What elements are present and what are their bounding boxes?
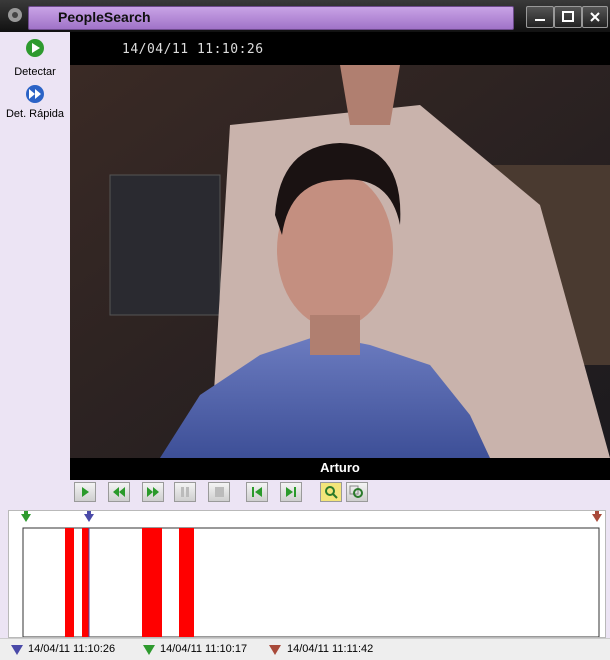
- pause-button[interactable]: [174, 482, 196, 502]
- fast-detect-button[interactable]: Det. Rápida: [0, 108, 70, 120]
- play-button[interactable]: [74, 482, 96, 502]
- end-time: 14/04/11 11:11:42: [287, 643, 373, 655]
- window-title: PeopleSearch: [58, 9, 151, 25]
- title-bar: PeopleSearch: [0, 0, 610, 32]
- close-button[interactable]: [582, 6, 608, 28]
- fast-detect-icon[interactable]: [25, 84, 45, 104]
- minimize-button[interactable]: [526, 6, 554, 28]
- end-marker-icon: [268, 643, 282, 656]
- timeline-track: [9, 511, 605, 637]
- detect-icon[interactable]: [25, 38, 45, 58]
- video-frame: [70, 65, 610, 458]
- maximize-button[interactable]: [554, 6, 582, 28]
- video-view: 14/04/11 11:10:26 Arturo: [70, 32, 610, 480]
- app-icon: [6, 6, 24, 24]
- video-timestamp: 14/04/11 11:10:26: [122, 42, 264, 57]
- zoom-region-button[interactable]: [346, 482, 368, 502]
- timeline[interactable]: [8, 510, 606, 638]
- zoom-button[interactable]: [320, 482, 342, 502]
- forward-button[interactable]: [142, 482, 164, 502]
- rewind-button[interactable]: [108, 482, 130, 502]
- detect-button[interactable]: Detectar: [0, 66, 70, 78]
- person-caption: Arturo: [70, 460, 610, 475]
- stop-button[interactable]: [208, 482, 230, 502]
- app-window: PeopleSearch Detectar Det. Rápida 14/04/…: [0, 0, 610, 659]
- current-marker-icon: [10, 643, 24, 656]
- current-time: 14/04/11 11:10:26: [28, 643, 115, 655]
- left-toolbar: Detectar Det. Rápida: [0, 32, 70, 510]
- status-bar: 14/04/11 11:10:26 14/04/11 11:10:17 14/0…: [0, 638, 610, 660]
- start-time: 14/04/11 11:10:17: [160, 643, 247, 655]
- first-button[interactable]: [246, 482, 268, 502]
- last-button[interactable]: [280, 482, 302, 502]
- start-marker-icon: [142, 643, 156, 656]
